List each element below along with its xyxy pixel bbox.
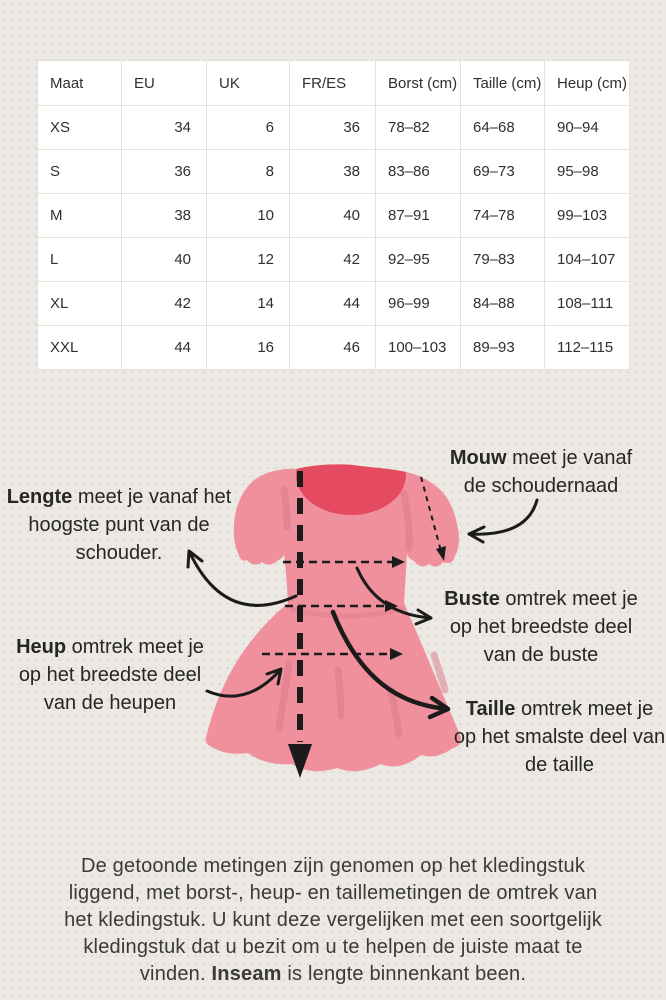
- col-header-maat: Maat: [37, 60, 122, 106]
- cell-size: XXL: [37, 325, 122, 370]
- bust-arrowhead: [392, 556, 405, 568]
- length-arrowhead: [288, 744, 312, 778]
- annotation-mouw: Mouw meet je vanaf de schoudernaad: [441, 444, 641, 500]
- cell-eu: 36: [121, 149, 207, 194]
- cell-fres: 46: [289, 325, 376, 370]
- annotation-heup-text: omtrek meet je op het breedste deel van …: [18, 636, 204, 714]
- cell-taille: 84–88: [460, 281, 545, 326]
- sleeve-arrowhead: [436, 546, 446, 561]
- explanation-text-after: is lengte binnenkant been.: [281, 963, 527, 985]
- annotation-mouw-term: Mouw: [449, 447, 507, 469]
- measurement-arrowheads: [288, 546, 446, 778]
- dress-neckline: [296, 464, 406, 515]
- cell-eu: 40: [121, 237, 207, 282]
- cell-borst: 83–86: [375, 149, 461, 194]
- annotation-buste-text: omtrek meet je op het breedste deel van …: [449, 588, 638, 666]
- cell-taille: 89–93: [460, 325, 545, 370]
- table-row: XL 42 14 44 96–99 84–88 108–111: [37, 281, 630, 326]
- cell-uk: 14: [206, 281, 290, 326]
- cell-uk: 6: [206, 105, 290, 150]
- annotation-mouw-text: meet je vanaf de schoudernaad: [463, 447, 633, 497]
- dress-body: [205, 464, 462, 772]
- col-header-taille: Taille (cm): [460, 60, 545, 106]
- dress-illustration: [205, 464, 462, 772]
- annotation-buste: Buste omtrek meet je op het breedste dee…: [435, 585, 647, 669]
- cell-heup: 95–98: [544, 149, 630, 194]
- annotation-heup: Heup omtrek meet je op het breedste deel…: [8, 633, 212, 717]
- cell-uk: 8: [206, 149, 290, 194]
- waist-arrowhead: [385, 600, 398, 612]
- cell-eu: 38: [121, 193, 207, 238]
- cell-heup: 99–103: [544, 193, 630, 238]
- cell-size: M: [37, 193, 122, 238]
- cell-taille: 69–73: [460, 149, 545, 194]
- cell-fres: 44: [289, 281, 376, 326]
- mouw-pointer-arrow: [467, 498, 539, 544]
- annotation-taille-text: omtrek meet je op het smalste deel van d…: [453, 698, 666, 776]
- measurement-explanation: De getoonde metingen zijn genomen op het…: [53, 853, 613, 988]
- cell-fres: 38: [289, 149, 376, 194]
- cell-heup: 90–94: [544, 105, 630, 150]
- cell-fres: 36: [289, 105, 376, 150]
- col-header-uk: UK: [206, 60, 290, 106]
- heup-pointer-arrow: [205, 667, 283, 698]
- cell-uk: 12: [206, 237, 290, 282]
- table-row: XS 34 6 36 78–82 64–68 90–94: [37, 105, 630, 150]
- sleeve-line: [420, 476, 442, 552]
- table-row: S 36 8 38 83–86 69–73 95–98: [37, 149, 630, 194]
- dress-shading: [275, 485, 449, 738]
- cell-size: S: [37, 149, 122, 194]
- cell-borst: 96–99: [375, 281, 461, 326]
- hip-arrowhead: [390, 648, 403, 660]
- cell-uk: 16: [206, 325, 290, 370]
- table-header-row: Maat EU UK FR/ES Borst (cm) Taille (cm) …: [37, 60, 630, 106]
- cell-size: XS: [37, 105, 122, 150]
- annotation-lengte-text: meet je vanaf het hoogste punt van de sc…: [28, 486, 232, 564]
- col-header-fres: FR/ES: [289, 60, 376, 106]
- taille-pointer-arrow: [330, 609, 451, 720]
- cell-eu: 44: [121, 325, 207, 370]
- cell-eu: 34: [121, 105, 207, 150]
- annotation-lengte-term: Lengte: [6, 486, 73, 508]
- cell-size: L: [37, 237, 122, 282]
- table-row: M 38 10 40 87–91 74–78 99–103: [37, 193, 630, 238]
- cell-borst: 78–82: [375, 105, 461, 150]
- cell-heup: 108–111: [544, 281, 630, 326]
- annotation-lengte: Lengte meet je vanaf het hoogste punt va…: [0, 483, 238, 567]
- cell-eu: 42: [121, 281, 207, 326]
- cell-fres: 42: [289, 237, 376, 282]
- cell-heup: 112–115: [544, 325, 630, 370]
- cell-taille: 79–83: [460, 237, 545, 282]
- size-chart-table: Maat EU UK FR/ES Borst (cm) Taille (cm) …: [37, 60, 630, 370]
- cell-taille: 64–68: [460, 105, 545, 150]
- explanation-text-before: De getoonde metingen zijn genomen op het…: [64, 855, 602, 985]
- annotation-taille: Taille omtrek meet je op het smalste dee…: [453, 695, 666, 779]
- annotation-taille-term: Taille: [465, 698, 516, 720]
- annotation-buste-term: Buste: [444, 588, 500, 610]
- annotation-heup-term: Heup: [16, 636, 67, 658]
- measurement-dashed-lines: [262, 471, 442, 742]
- cell-borst: 100–103: [375, 325, 461, 370]
- col-header-borst: Borst (cm): [375, 60, 461, 106]
- buste-pointer-arrow: [355, 566, 433, 626]
- col-header-heup: Heup (cm): [544, 60, 630, 106]
- cell-heup: 104–107: [544, 237, 630, 282]
- cell-borst: 87–91: [375, 193, 461, 238]
- cell-fres: 40: [289, 193, 376, 238]
- table-row: L 40 12 42 92–95 79–83 104–107: [37, 237, 630, 282]
- cell-taille: 74–78: [460, 193, 545, 238]
- col-header-eu: EU: [121, 60, 207, 106]
- cell-size: XL: [37, 281, 122, 326]
- explanation-inseam-term: Inseam: [211, 963, 282, 985]
- cell-uk: 10: [206, 193, 290, 238]
- cell-borst: 92–95: [375, 237, 461, 282]
- table-row: XXL 44 16 46 100–103 89–93 112–115: [37, 325, 630, 370]
